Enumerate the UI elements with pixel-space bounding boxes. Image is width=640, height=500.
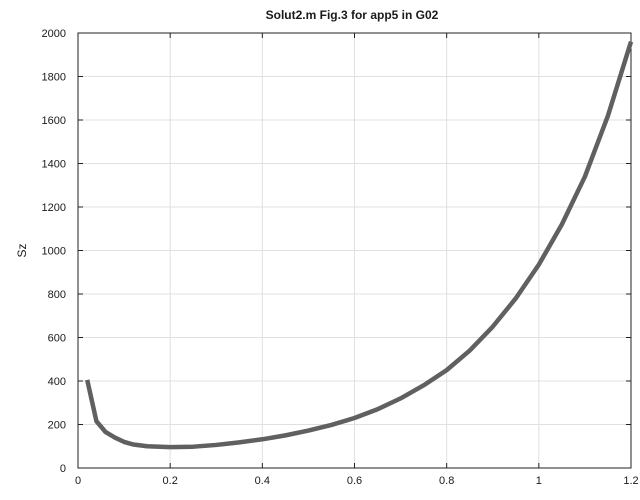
x-axis-ticks: 0 0.2 0.4 0.6 0.8 1 1.2 <box>75 33 639 487</box>
y-tick-label: 600 <box>48 333 66 345</box>
x-tick-label: 0.4 <box>255 475 270 487</box>
x-tick-label: 0.2 <box>163 475 178 487</box>
y-axis-label: Sz <box>15 243 29 257</box>
series-group <box>85 41 634 450</box>
y-tick-label: 400 <box>48 376 66 388</box>
y-tick-label: 1400 <box>42 159 66 171</box>
x-tick-label: 1.2 <box>623 475 638 487</box>
x-tick-label: 0 <box>75 475 81 487</box>
y-tick-label: 1600 <box>42 115 66 127</box>
grid <box>78 33 631 468</box>
x-tick-label: 1 <box>536 475 542 487</box>
x-tick-label: 0.6 <box>347 475 362 487</box>
y-tick-label: 1200 <box>42 202 66 214</box>
y-tick-label: 1000 <box>42 246 66 258</box>
y-tick-label: 1800 <box>42 72 66 84</box>
y-tick-label: 200 <box>48 420 66 432</box>
y-tick-label: 2000 <box>42 28 66 40</box>
y-axis-ticks: 0 200 400 600 800 1000 1200 1400 1600 1800 2000 <box>42 28 631 475</box>
x-tick-label: 0.8 <box>439 475 454 487</box>
y-tick-label: 800 <box>48 289 66 301</box>
series-line <box>85 41 634 450</box>
chart-title: Solut2.m Fig.3 for app5 in G02 <box>266 8 439 22</box>
y-tick-label: 0 <box>60 463 66 475</box>
